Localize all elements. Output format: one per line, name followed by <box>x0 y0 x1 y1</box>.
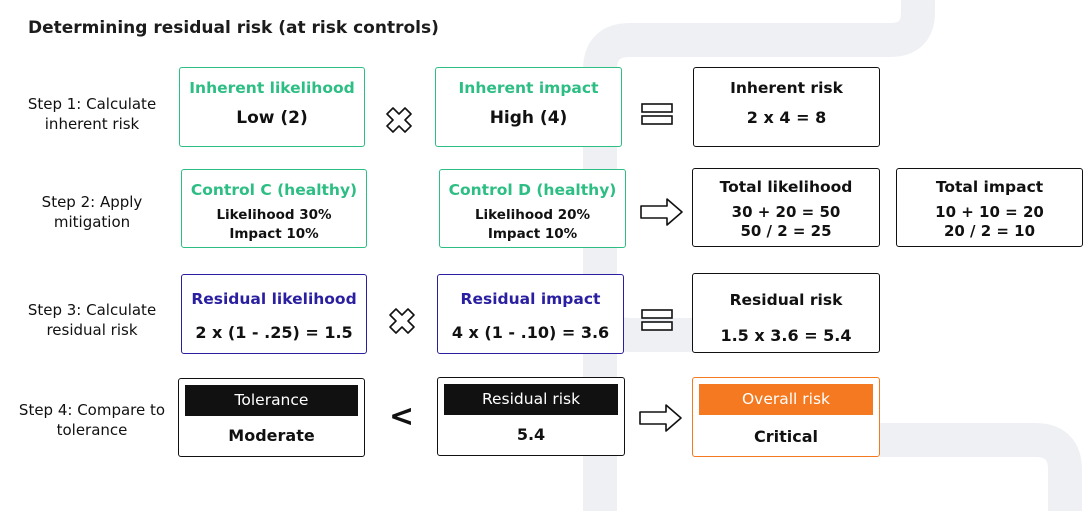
control-c-header: Control C (healthy) <box>190 181 358 199</box>
residual-likelihood-header: Residual likelihood <box>191 290 357 308</box>
step-1-label: Step 1: Calculate inherent risk <box>27 95 157 133</box>
total-impact-average: 20 / 2 = 10 <box>943 222 1036 240</box>
inherent-risk-value: 2 x 4 = 8 <box>746 108 827 127</box>
less-than-operator: < <box>389 399 415 434</box>
total-likelihood-values: 30 + 20 = 50 50 / 2 = 25 <box>732 203 841 241</box>
total-likelihood-average: 50 / 2 = 25 <box>740 222 832 240</box>
residual-likelihood-value: 2 x (1 - .25) = 1.5 <box>195 323 353 342</box>
residual-risk-box: Residual risk 1.5 x 3.6 = 5.4 <box>692 273 880 353</box>
step-3-label: Step 3: Calculate residual risk <box>27 301 157 339</box>
residual-likelihood-box: Residual likelihood 2 x (1 - .25) = 1.5 <box>181 274 367 354</box>
multiply-icon <box>389 308 415 334</box>
equals-icon <box>641 103 673 125</box>
step-2-label: Step 2: Apply mitigation <box>41 193 143 231</box>
inherent-risk-box: Inherent risk 2 x 4 = 8 <box>693 67 880 147</box>
total-impact-values: 10 + 10 = 20 20 / 2 = 10 <box>935 203 1044 241</box>
residual-impact-value: 4 x (1 - .10) = 3.6 <box>451 323 610 342</box>
residual-impact-box: Residual impact 4 x (1 - .10) = 3.6 <box>437 274 624 354</box>
multiply-icon <box>386 107 412 133</box>
control-c-box: Control C (healthy) Likelihood 30% Impac… <box>181 169 367 248</box>
page-title: Determining residual risk (at risk contr… <box>28 18 439 38</box>
tolerance-box: Tolerance Moderate <box>178 378 365 457</box>
inherent-impact-value: High (4) <box>489 108 568 128</box>
tolerance-header: Tolerance <box>185 385 358 416</box>
control-c-impact: Impact 10% <box>229 226 319 242</box>
total-likelihood-sum: 30 + 20 = 50 <box>731 203 841 221</box>
control-d-header: Control D (healthy) <box>448 181 617 199</box>
residual-risk-compare-box: Residual risk 5.4 <box>437 377 625 456</box>
inherent-likelihood-header: Inherent likelihood <box>189 79 355 97</box>
control-c-values: Likelihood 30% Impact 10% <box>216 206 331 244</box>
total-impact-header: Total impact <box>935 178 1044 196</box>
arrow-right-icon <box>639 404 682 432</box>
total-likelihood-box: Total likelihood 30 + 20 = 50 50 / 2 = 2… <box>692 168 880 247</box>
control-d-impact: Impact 10% <box>487 226 578 242</box>
overall-risk-header: Overall risk <box>699 384 873 415</box>
residual-impact-header: Residual impact <box>460 290 601 308</box>
residual-risk-header: Residual risk <box>729 291 843 309</box>
total-impact-box: Total impact 10 + 10 = 20 20 / 2 = 10 <box>896 168 1083 247</box>
overall-risk-value: Critical <box>753 427 818 446</box>
inherent-risk-header: Inherent risk <box>730 79 843 97</box>
tolerance-value: Moderate <box>228 426 315 445</box>
residual-risk-compare-value: 5.4 <box>516 425 546 444</box>
equals-icon <box>641 309 673 331</box>
inherent-likelihood-value: Low (2) <box>236 108 308 128</box>
control-c-likelihood: Likelihood 30% <box>216 207 332 223</box>
control-d-likelihood: Likelihood 20% <box>474 207 591 223</box>
inherent-impact-header: Inherent impact <box>458 79 599 97</box>
step-4-label: Step 4: Compare to tolerance <box>18 401 166 439</box>
residual-risk-value: 1.5 x 3.6 = 5.4 <box>720 326 852 345</box>
inherent-likelihood-box: Inherent likelihood Low (2) <box>179 67 365 147</box>
overall-risk-box: Overall risk Critical <box>692 377 880 457</box>
arrow-right-icon <box>640 198 683 226</box>
total-impact-sum: 10 + 10 = 20 <box>935 203 1044 221</box>
total-likelihood-header: Total likelihood <box>719 178 853 196</box>
control-d-values: Likelihood 20% Impact 10% <box>475 206 590 244</box>
control-d-box: Control D (healthy) Likelihood 20% Impac… <box>439 169 626 248</box>
inherent-impact-box: Inherent impact High (4) <box>435 67 622 147</box>
residual-risk-compare-header: Residual risk <box>444 384 618 415</box>
